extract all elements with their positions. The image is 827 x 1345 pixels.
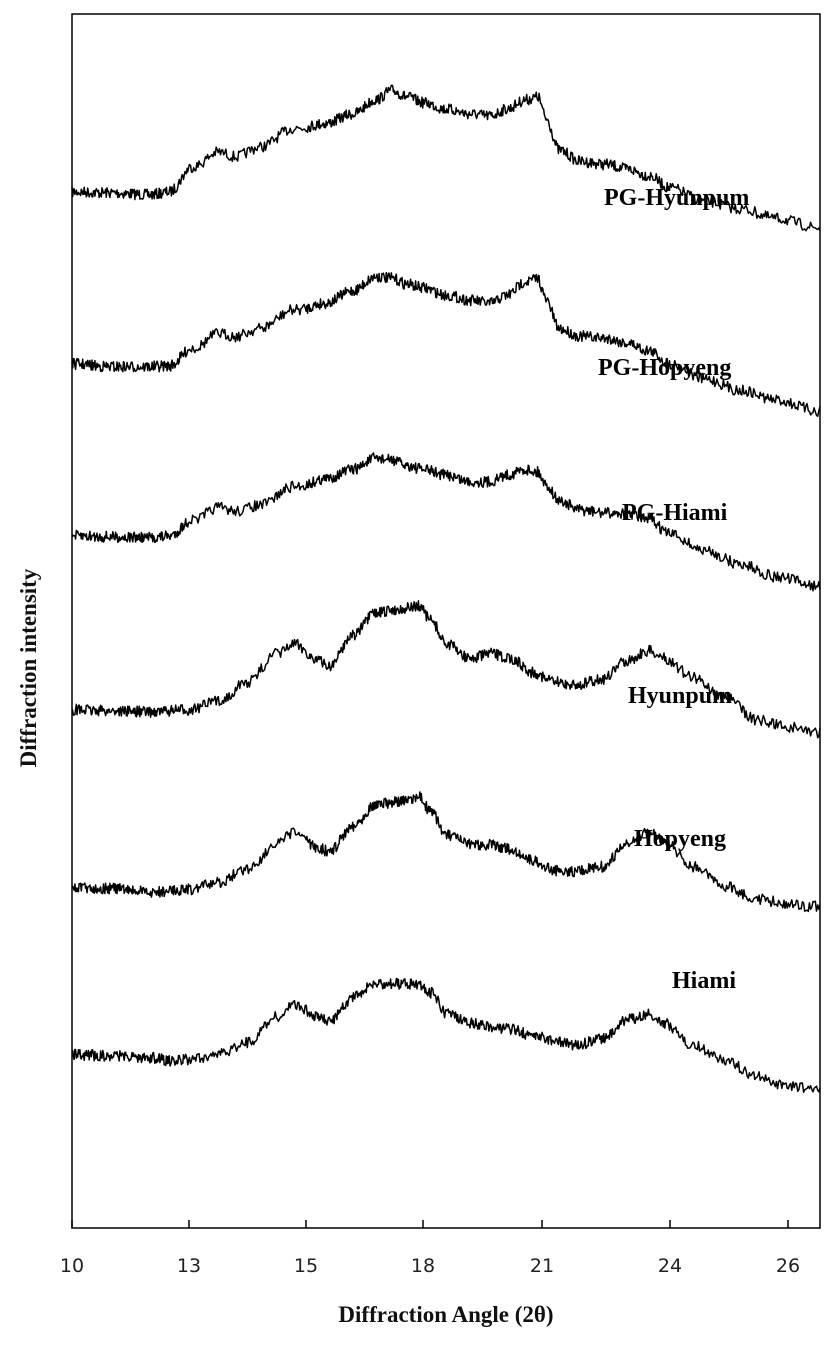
series-line-pg-hiami — [71, 452, 821, 592]
series-label-pg-hopyeng: PG-Hopyeng — [598, 355, 731, 381]
series-labels: PG-Hyunpum PG-Hopyeng PG-Hiami Hyunpum Hopye… — [598, 185, 749, 994]
x-axis-title: Diffraction Angle (2θ) — [338, 1302, 553, 1327]
series-line-pg-hyunpum — [71, 84, 821, 232]
plot-frame — [71, 13, 821, 1229]
series-line-hyunpum — [71, 600, 821, 739]
series-traces — [71, 84, 821, 1093]
x-tick-label-24: 24 — [658, 1255, 682, 1277]
x-tick-label-18: 18 — [411, 1255, 435, 1277]
x-tick-label-15: 15 — [294, 1255, 318, 1277]
x-axis-ticks: 10 13 15 18 21 24 26 — [60, 1220, 800, 1277]
series-label-pg-hyunpum: PG-Hyunpum — [604, 185, 749, 211]
series-line-pg-hopyeng — [71, 271, 821, 418]
x-tick-label-26: 26 — [776, 1255, 800, 1277]
series-label-pg-hiami: PG-Hiami — [622, 500, 728, 526]
x-tick-label-10: 10 — [60, 1255, 84, 1277]
series-label-hyunpum: Hyunpum — [628, 683, 732, 709]
x-tick-label-21: 21 — [530, 1255, 554, 1277]
y-axis-title: Diffraction intensity — [16, 568, 41, 767]
series-line-hopyeng — [71, 791, 821, 913]
series-label-hiami: Hiami — [672, 968, 736, 994]
series-label-hopyeng: Hopyeng — [634, 826, 726, 852]
series-line-hiami — [71, 977, 821, 1093]
x-tick-label-13: 13 — [177, 1255, 201, 1277]
